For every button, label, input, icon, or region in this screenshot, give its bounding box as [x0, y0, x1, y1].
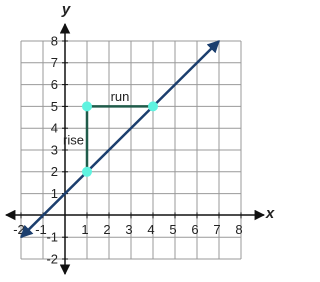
x-axis-label: x — [265, 205, 275, 222]
y-axis-label: y — [61, 1, 71, 18]
annotation: run — [111, 89, 130, 104]
point — [148, 101, 158, 112]
y-tick-label: 8 — [51, 33, 58, 48]
x-tick-label: -1 — [35, 222, 47, 237]
y-tick-label: 1 — [51, 186, 58, 201]
x-tick-label: 8 — [235, 222, 242, 237]
y-tick-label: 7 — [51, 55, 58, 70]
y-tick-label: -1 — [46, 230, 58, 245]
x-tick-label: 5 — [169, 222, 176, 237]
x-tick-label: 6 — [191, 222, 198, 237]
y-tick-label: 2 — [51, 164, 58, 179]
line — [20, 40, 220, 239]
y-tick-label: 3 — [51, 142, 58, 157]
x-tick-label: 7 — [213, 222, 220, 237]
y-tick-label: 6 — [51, 77, 58, 92]
x-tick-label: 2 — [103, 222, 110, 237]
x-tick-label: 1 — [81, 222, 88, 237]
x-tick-label: 4 — [147, 222, 154, 237]
x-tick-label: 3 — [125, 222, 132, 237]
y-tick-label: -2 — [46, 251, 58, 266]
point — [82, 101, 92, 112]
y-tick-label: 5 — [51, 99, 58, 114]
point — [82, 166, 92, 177]
annotation: rise — [63, 133, 84, 148]
x-tick-label: -2 — [13, 222, 25, 237]
y-tick-label: 4 — [51, 121, 58, 136]
